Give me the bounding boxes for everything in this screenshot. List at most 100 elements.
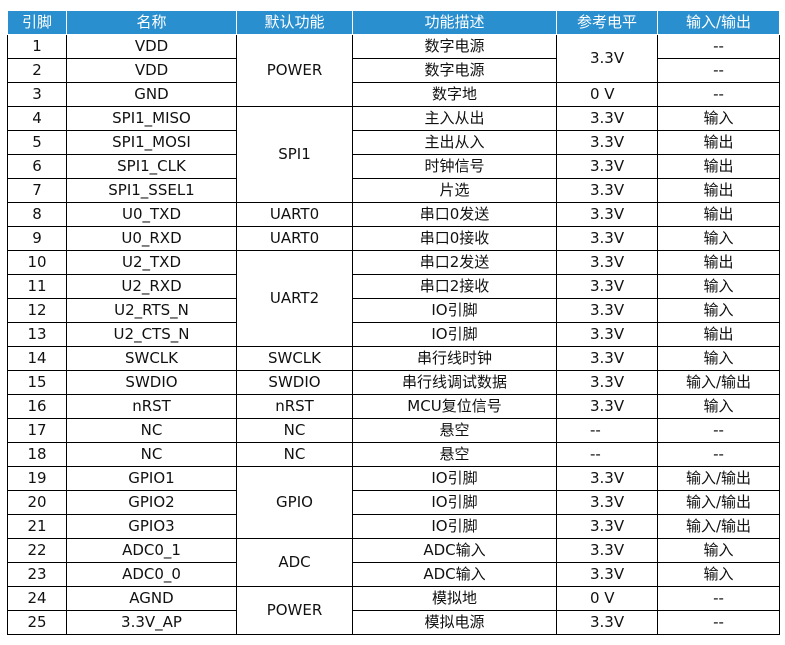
level-cell: 3.3V (556, 370, 658, 395)
name-cell: U0_TXD (66, 202, 237, 227)
level-cell: 3.3V (556, 538, 658, 563)
pin-cell: 18 (7, 442, 67, 467)
io-cell: 输出 (657, 154, 780, 179)
table-row: 19 GPIO1 GPIO IO引脚 3.3V 输入/输出 (7, 466, 780, 539)
name-cell: SPI1_MOSI (66, 130, 237, 155)
description-cell: 串口2接收 (352, 274, 557, 299)
table-row: 14 SWCLK SWCLK 串行线时钟 3.3V 输入 (7, 346, 780, 371)
description-cell: 悬空 (352, 442, 557, 467)
description-cell: 主出从入 (352, 130, 557, 155)
name-cell: SPI1_SSEL1 (66, 178, 237, 203)
name-cell: ADC0_0 (66, 562, 237, 587)
table-row: 22 ADC0_1 ADC ADC输入 3.3V 输入 (7, 538, 780, 587)
level-cell: 0 V (556, 586, 658, 611)
pin-cell: 13 (7, 322, 67, 347)
name-cell: VDD (66, 58, 237, 83)
pin-cell: 22 (7, 538, 67, 563)
level-cell: 3.3V (556, 346, 658, 371)
name-cell: nRST (66, 394, 237, 419)
level-cell: 0 V (556, 82, 658, 107)
description-cell: IO引脚 (352, 298, 557, 323)
name-cell: U2_RTS_N (66, 298, 237, 323)
description-cell: 串行线调试数据 (352, 370, 557, 395)
io-cell: 输入 (657, 562, 780, 587)
io-cell: -- (657, 586, 780, 611)
function-cell: SWDIO (236, 370, 353, 395)
function-cell: SPI1 (236, 106, 353, 203)
io-cell: 输入 (657, 226, 780, 251)
io-cell: 输入/输出 (657, 370, 780, 395)
description-cell: 串口0发送 (352, 202, 557, 227)
level-cell: 3.3V (556, 274, 658, 299)
description-cell: 数字地 (352, 82, 557, 107)
pin-cell: 3 (7, 82, 67, 107)
function-cell: SWCLK (236, 346, 353, 371)
description-cell: 数字电源 (352, 34, 557, 59)
description-cell: 数字电源 (352, 58, 557, 83)
pin-cell: 15 (7, 370, 67, 395)
io-cell: 输入 (657, 106, 780, 131)
pin-cell: 12 (7, 298, 67, 323)
pin-cell: 1 (7, 34, 67, 59)
table-row: 10 U2_TXD UART2 串口2发送 3.3V 输出 (7, 250, 780, 347)
table-row: 23 ADC0_0 ADC输入 3.3V 输入 (7, 562, 780, 587)
name-cell: GPIO2 (66, 490, 237, 515)
pin-cell: 23 (7, 562, 67, 587)
table-row: 9 U0_RXD UART0 串口0接收 3.3V 输入 (7, 226, 780, 251)
table-row: 5 SPI1_MOSI 主出从入 3.3V 输出 (7, 130, 780, 155)
level-cell: 3.3V (556, 130, 658, 155)
table-row: 25 3.3V_AP 模拟电源 3.3V -- (7, 610, 780, 635)
description-cell: 串口0接收 (352, 226, 557, 251)
pin-cell: 14 (7, 346, 67, 371)
io-cell: -- (657, 58, 780, 83)
header-cell: 引脚 (7, 10, 67, 35)
function-cell: POWER (236, 34, 353, 107)
level-cell: 3.3V (556, 466, 658, 491)
header-cell: 输入/输出 (657, 10, 780, 35)
pin-cell: 5 (7, 130, 67, 155)
name-cell: NC (66, 418, 237, 443)
table-row: 6 SPI1_CLK 时钟信号 3.3V 输出 (7, 154, 780, 179)
level-cell: 3.3V (556, 34, 658, 83)
name-cell: SPI1_CLK (66, 154, 237, 179)
table-row: 16 nRST nRST MCU复位信号 3.3V 输入 (7, 394, 780, 419)
pin-cell: 2 (7, 58, 67, 83)
level-cell: 3.3V (556, 226, 658, 251)
pin-cell: 17 (7, 418, 67, 443)
name-cell: U0_RXD (66, 226, 237, 251)
function-cell: GPIO (236, 466, 353, 539)
level-cell: 3.3V (556, 490, 658, 515)
level-cell: 3.3V (556, 154, 658, 179)
description-cell: 片选 (352, 178, 557, 203)
name-cell: U2_TXD (66, 250, 237, 275)
function-cell: ADC (236, 538, 353, 587)
io-cell: 输入 (657, 394, 780, 419)
table-row: 3 GND 数字地 0 V -- (7, 82, 780, 107)
name-cell: 3.3V_AP (66, 610, 237, 635)
description-cell: 模拟电源 (352, 610, 557, 635)
io-cell: -- (657, 442, 780, 467)
pin-cell: 24 (7, 586, 67, 611)
table-row: 13 U2_CTS_N IO引脚 3.3V 输出 (7, 322, 780, 347)
name-cell: AGND (66, 586, 237, 611)
table-row: 24 AGND POWER 模拟地 0 V -- (7, 586, 780, 635)
name-cell: SWCLK (66, 346, 237, 371)
pin-cell: 9 (7, 226, 67, 251)
io-cell: 输出 (657, 322, 780, 347)
description-cell: 主入从出 (352, 106, 557, 131)
table-row: 21 GPIO3 IO引脚 3.3V 输入/输出 (7, 514, 780, 539)
table-row: 1 VDD POWER 数字电源 3.3V -- (7, 34, 780, 107)
io-cell: 输出 (657, 202, 780, 227)
io-cell: 输入 (657, 538, 780, 563)
table-row: 18 NC NC 悬空 -- -- (7, 442, 780, 467)
description-cell: 模拟地 (352, 586, 557, 611)
description-cell: 串口2发送 (352, 250, 557, 275)
description-cell: 悬空 (352, 418, 557, 443)
name-cell: NC (66, 442, 237, 467)
io-cell: 输入/输出 (657, 490, 780, 515)
description-cell: MCU复位信号 (352, 394, 557, 419)
pin-cell: 4 (7, 106, 67, 131)
description-cell: 串行线时钟 (352, 346, 557, 371)
name-cell: GPIO3 (66, 514, 237, 539)
table-body: 1 VDD POWER 数字电源 3.3V -- 2 VDD 数字电源 -- 3 GND 数字地 0 V-… (7, 34, 780, 635)
